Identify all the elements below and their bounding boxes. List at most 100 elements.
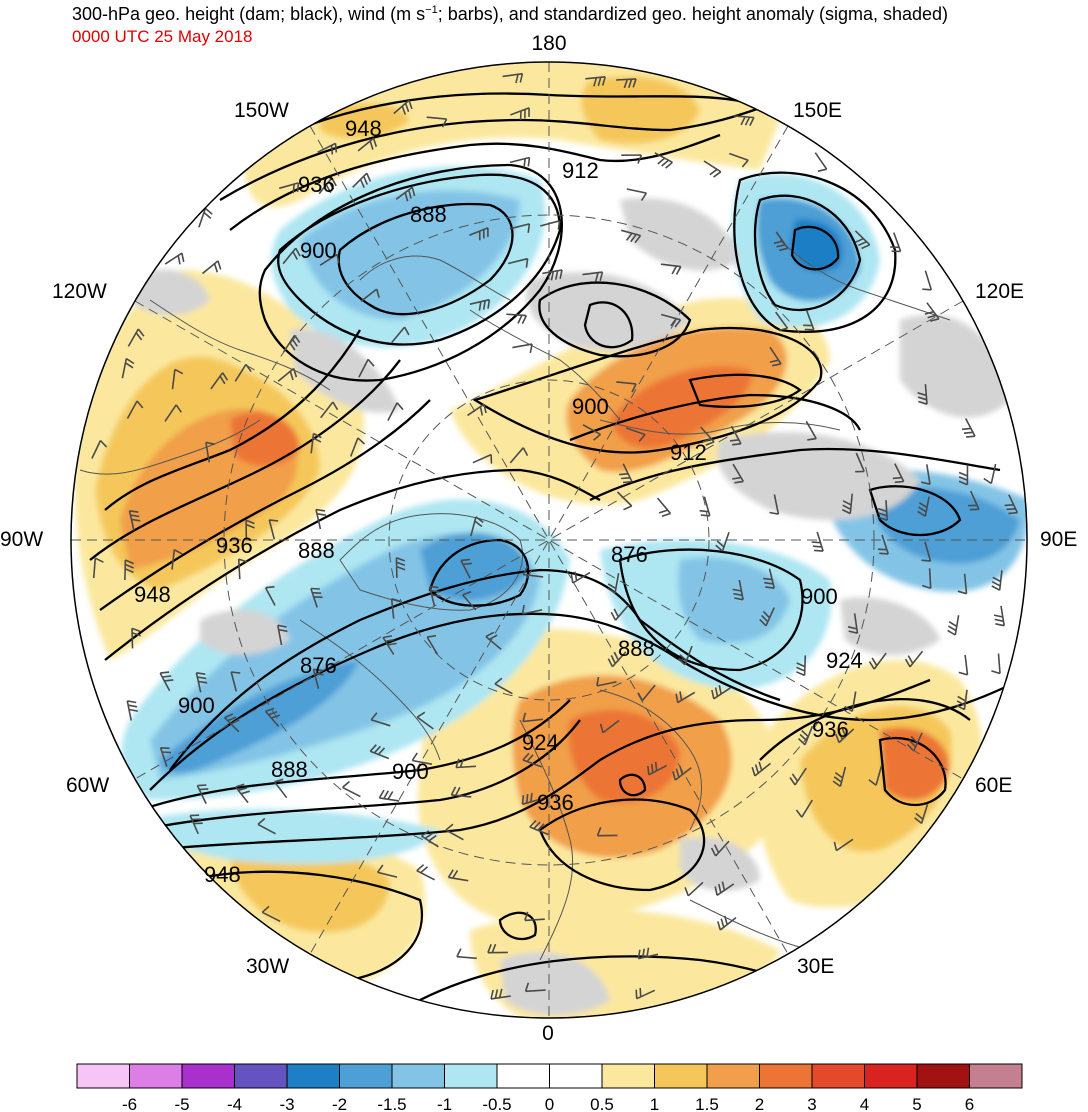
wind-barb [610,604,630,621]
colorbar-box [969,1063,1023,1089]
wind-barb [310,432,322,454]
wind-barb [811,531,824,552]
contour-label: 924 [826,648,863,673]
wind-barb [620,229,642,244]
wind-barb [447,869,469,882]
wind-barb [921,541,932,562]
colorbar-tick-label: -1 [437,1095,452,1112]
wind-barb [714,881,735,896]
wind-barb [759,607,775,627]
wind-barb [868,652,887,670]
wind-barb [470,516,484,537]
wind-barb [456,948,477,960]
wind-barb [124,559,135,581]
wind-barb [91,439,108,459]
contour-label: 876 [300,653,337,678]
wind-barb [509,156,531,168]
wind-barb [796,655,807,677]
wind-barb [159,671,174,692]
contour-label: 876 [611,542,648,567]
wind-barb [277,624,288,646]
lon-label-30w: 30W [246,955,289,978]
contour-label: 936 [812,717,849,742]
colorbar-tick-label: 5 [912,1095,921,1112]
wind-barb [921,568,932,590]
wind-barb [524,911,545,922]
colorbar-box [496,1063,550,1089]
wind-barb [769,346,782,367]
contour-label: 900 [392,759,429,784]
wind-barb [675,691,696,704]
wind-barb [958,464,969,486]
wind-barb [171,548,183,570]
lon-label-120e: 120E [975,280,1024,303]
wind-barb [490,988,511,1000]
wind-barb [890,232,902,253]
wind-barb [237,558,248,580]
wind-barb [847,613,859,634]
lon-label-0: 0 [542,1022,554,1045]
wind-barb [656,497,672,518]
contour-label: 912 [562,158,599,183]
wind-barb [947,615,960,636]
wind-barb [460,558,472,579]
wind-barb [521,604,543,615]
wind-barb [993,605,1005,627]
wind-barb [699,496,711,517]
colorbar-tick-label: 3 [807,1095,816,1112]
wind-barb [717,915,737,931]
wind-barb [320,401,339,419]
contour-label: 948 [345,116,382,141]
contour-label: 900 [801,584,838,609]
longitude-labels: 180 150E 120E 90E 60E 30E 0 30W 60W 90W … [0,32,1077,1045]
wind-barb [387,402,404,421]
colorbar-tick-label: -1.5 [377,1095,406,1112]
wind-barb [599,719,620,734]
contour-label: 900 [178,693,215,718]
wind-barb [529,819,549,836]
wind-barb [522,712,543,723]
contour-label: 948 [204,862,241,887]
wind-barb [416,864,435,881]
wind-barb [789,767,807,786]
wind-barb [991,653,1001,675]
wind-barb [795,799,813,818]
wind-barb [596,676,617,687]
wind-barb [703,160,722,178]
wind-barb [524,982,546,993]
wind-barb [416,711,434,730]
wind-barb [224,713,240,733]
wind-barb [751,761,772,777]
wind-barb [710,840,730,857]
wind-barb [312,668,324,689]
wind-barb [637,684,656,702]
wind-barb [201,260,222,275]
wind-barb [131,627,141,649]
wind-barb [268,519,279,540]
wind-barb [522,752,542,768]
contour-label: 900 [300,238,337,263]
contour-label: 936 [537,790,574,815]
contour-label: 888 [618,636,655,661]
wind-barb [264,585,276,606]
wind-barb [360,288,380,303]
wind-barb [922,270,933,291]
colorbar-tick-label: 0.5 [590,1095,614,1112]
wind-barb [700,426,715,446]
wind-barb [198,207,213,228]
wind-barb [310,587,323,608]
wind-barb [196,784,209,804]
wind-barb [805,420,817,441]
colorbar-box [549,1063,603,1089]
wind-barb [732,579,744,601]
wind-barb [171,368,184,390]
wind-barb [395,186,416,202]
wind-barb [357,137,378,152]
wind-barb [278,182,300,194]
wind-barb [455,758,477,769]
colorbar-tick-label: 0 [545,1095,554,1112]
wind-barb [596,827,618,837]
lon-label-90e: 90E [1040,528,1077,551]
wind-barb [393,99,413,115]
wind-barb [868,765,883,786]
